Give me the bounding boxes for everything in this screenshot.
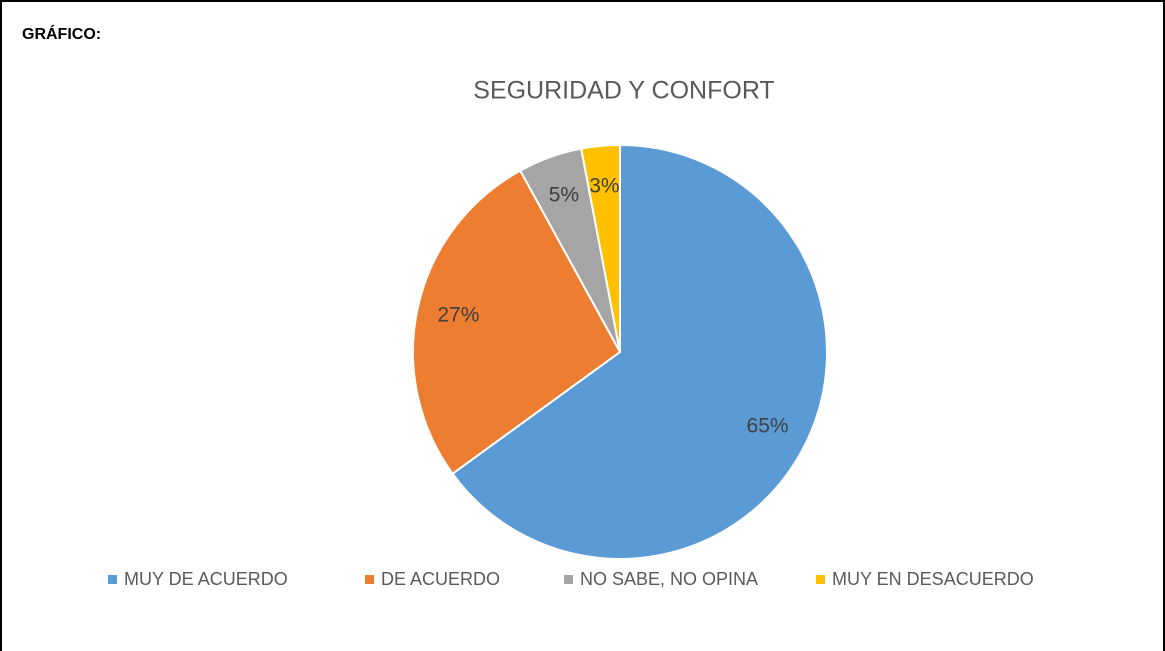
legend-label: MUY EN DESACUERDO [832, 569, 1034, 589]
data-label: 27% [437, 303, 479, 326]
data-label: 65% [747, 415, 789, 438]
data-label: 5% [549, 184, 579, 207]
pie-slice [580, 143, 621, 353]
legend-label: NO SABE, NO OPINA [580, 569, 758, 589]
data-label: 3% [589, 175, 619, 198]
heading: GRÁFICO: [22, 24, 101, 43]
legend-marker [108, 575, 117, 584]
chart-title: SEGURIDAD Y CONFORT [473, 77, 774, 105]
legend-marker [365, 575, 374, 584]
pie-slice [451, 143, 828, 560]
legend-label: DE ACUERDO [381, 569, 500, 589]
legend-label: MUY DE ACUERDO [124, 569, 288, 589]
pie-slice [412, 169, 622, 476]
legend-marker [564, 575, 573, 584]
legend-marker [816, 575, 825, 584]
